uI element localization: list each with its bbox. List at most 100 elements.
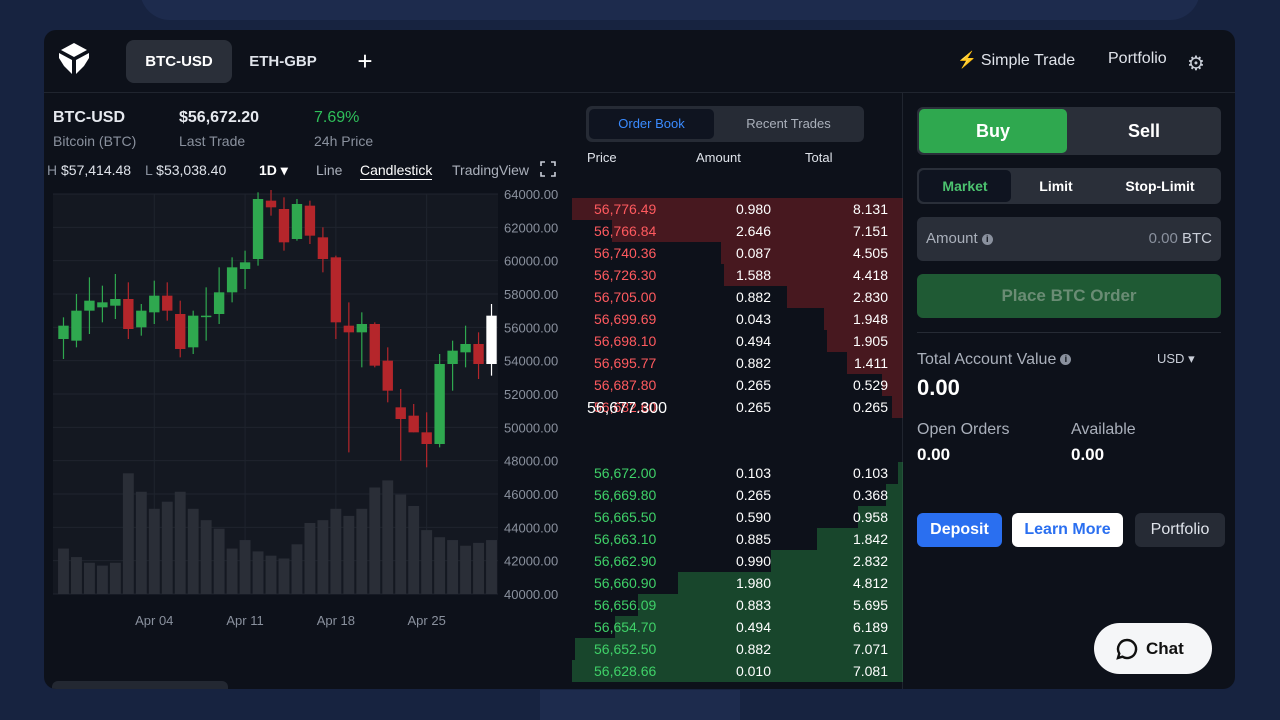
- bid-row[interactable]: 56,663.10 0.885 1.842: [572, 528, 903, 550]
- order-total: 4.418: [852, 267, 888, 283]
- depth-bar: [846, 352, 903, 374]
- deposit-button[interactable]: Deposit: [917, 513, 1002, 547]
- ask-row[interactable]: 56,699.69 0.043 1.948: [572, 308, 903, 330]
- order-type-tabs: Market Limit Stop-Limit: [917, 168, 1221, 204]
- volume-bar: [122, 473, 134, 594]
- tab-btc-usd[interactable]: BTC-USD: [126, 40, 232, 83]
- bid-row[interactable]: 56,662.90 0.990 2.832: [572, 550, 903, 572]
- ask-row[interactable]: 56,740.36 0.087 4.505: [572, 242, 903, 264]
- chat-button[interactable]: Chat: [1094, 623, 1212, 674]
- order-price: 56,687.80: [594, 377, 657, 393]
- portfolio-link[interactable]: Portfolio: [1108, 50, 1167, 67]
- ask-row[interactable]: 56,705.00 0.882 2.830: [572, 286, 903, 308]
- bid-row[interactable]: 56,654.70 0.494 6.189: [572, 616, 903, 638]
- ask-row[interactable]: 56,695.77 0.882 1.411: [572, 352, 903, 374]
- price-axis-label: 52000.00: [504, 387, 558, 402]
- order-total: 6.189: [852, 619, 888, 635]
- order-total: 7.081: [852, 663, 888, 679]
- bid-row[interactable]: 56,672.00 0.103 0.103: [572, 462, 903, 484]
- ask-row[interactable]: 56,726.30 1.588 4.418: [572, 264, 903, 286]
- order-amount: 0.990: [735, 553, 771, 569]
- plus-icon[interactable]: +: [357, 46, 373, 76]
- amount-field[interactable]: Amount i 0.00 BTC: [917, 217, 1221, 261]
- info-icon[interactable]: i: [1060, 354, 1072, 366]
- order-price: 56,695.77: [594, 355, 657, 371]
- bid-row[interactable]: 56,652.50 0.882 7.071: [572, 638, 903, 660]
- simple-trade-link[interactable]: ⚡ Simple Trade: [957, 50, 1075, 70]
- order-price: 56,662.90: [594, 553, 657, 569]
- info-icon[interactable]: i: [981, 233, 993, 245]
- volume-bar: [148, 508, 160, 594]
- order-amount: 1.980: [735, 575, 771, 591]
- candle-body: [408, 415, 419, 433]
- bid-row[interactable]: 56,660.90 1.980 4.812: [572, 572, 903, 594]
- currency-select[interactable]: USD ▾: [1157, 351, 1195, 366]
- gear-icon[interactable]: ⚙: [1187, 53, 1205, 75]
- order-amount: 0.885: [735, 531, 771, 547]
- order-total: 0.368: [852, 487, 888, 503]
- bottom-panel-tabs[interactable]: [52, 681, 228, 689]
- ask-row[interactable]: 56,698.10 0.494 1.905: [572, 330, 903, 352]
- candlestick-chart-option[interactable]: Candlestick: [360, 162, 433, 180]
- ask-row[interactable]: 56,682.60 0.265 0.265: [572, 396, 903, 418]
- buy-button[interactable]: Buy: [919, 109, 1067, 153]
- available-label: Available: [1071, 421, 1136, 438]
- depth-bar: [575, 638, 903, 660]
- volume-bar: [382, 480, 394, 594]
- order-total: 1.842: [852, 531, 888, 547]
- blockchain-logo-icon[interactable]: [54, 40, 94, 80]
- price-axis-label: 44000.00: [504, 520, 558, 535]
- trade-panel: Buy Sell Market Limit Stop-Limit Amount i…: [904, 93, 1235, 689]
- tab-limit[interactable]: Limit: [1039, 178, 1073, 194]
- bid-row[interactable]: 56,628.66 0.010 7.081: [572, 660, 903, 682]
- open-orders-value: 0.00: [917, 445, 951, 464]
- ask-row[interactable]: 56,766.84 2.646 7.151: [572, 220, 903, 242]
- order-total: 0.265: [852, 399, 888, 415]
- candle-body: [421, 432, 432, 444]
- depth-bar: [724, 264, 903, 286]
- volume-bar: [187, 508, 199, 594]
- order-amount: 0.010: [735, 663, 771, 679]
- bid-row[interactable]: 56,656.09 0.883 5.695: [572, 594, 903, 616]
- interval-select[interactable]: 1D ▾: [259, 162, 288, 178]
- tab-recent-trades[interactable]: Recent Trades: [746, 116, 831, 131]
- candle-body: [162, 295, 173, 311]
- order-price: 56,740.36: [594, 245, 657, 261]
- candle-body: [149, 295, 160, 313]
- depth-bar: [720, 242, 903, 264]
- price-axis-label: 56000.00: [504, 320, 558, 335]
- price-chart[interactable]: 64000.00 62000.00 60000.00 58000.00 56000.00…: [44, 190, 571, 630]
- tradingview-option[interactable]: TradingView: [452, 162, 530, 178]
- tab-market[interactable]: Market: [919, 170, 1011, 202]
- price-axis-label: 58000.00: [504, 287, 558, 302]
- tab-eth-gbp[interactable]: ETH-GBP: [249, 53, 317, 70]
- amount-label: Amount: [926, 230, 978, 247]
- candle-body: [136, 310, 147, 328]
- place-order-button[interactable]: Place BTC Order: [917, 274, 1221, 318]
- learn-more-button[interactable]: Learn More: [1012, 513, 1123, 547]
- portfolio-button[interactable]: Portfolio: [1135, 513, 1225, 547]
- order-amount: 0.265: [735, 377, 771, 393]
- sell-button[interactable]: Sell: [1127, 121, 1161, 141]
- volume-bar: [369, 487, 381, 594]
- order-amount: 0.882: [735, 289, 771, 305]
- depth-bar: [892, 396, 903, 418]
- line-chart-option[interactable]: Line: [316, 162, 343, 178]
- bid-row[interactable]: 56,665.50 0.590 0.958: [572, 506, 903, 528]
- bid-row[interactable]: 56,669.80 0.265 0.368: [572, 484, 903, 506]
- volume-bar: [200, 520, 212, 594]
- order-amount: 0.590: [735, 509, 771, 525]
- fullscreen-icon[interactable]: [540, 161, 556, 177]
- ask-row[interactable]: 56,687.80 0.265 0.529: [572, 374, 903, 396]
- order-total: 5.695: [852, 597, 888, 613]
- header-amount: Amount: [696, 150, 741, 165]
- tab-stop-limit[interactable]: Stop-Limit: [1125, 178, 1195, 194]
- date-axis-label: Apr 11: [226, 613, 263, 628]
- depth-bar: [611, 220, 903, 242]
- tab-order-book[interactable]: Order Book: [589, 109, 714, 139]
- order-price: 56,699.69: [594, 311, 657, 327]
- amount-unit: BTC: [1182, 230, 1212, 247]
- ask-row[interactable]: 56,776.49 0.980 8.131: [572, 198, 903, 220]
- volume-bar: [135, 491, 147, 594]
- candle-body: [84, 300, 95, 311]
